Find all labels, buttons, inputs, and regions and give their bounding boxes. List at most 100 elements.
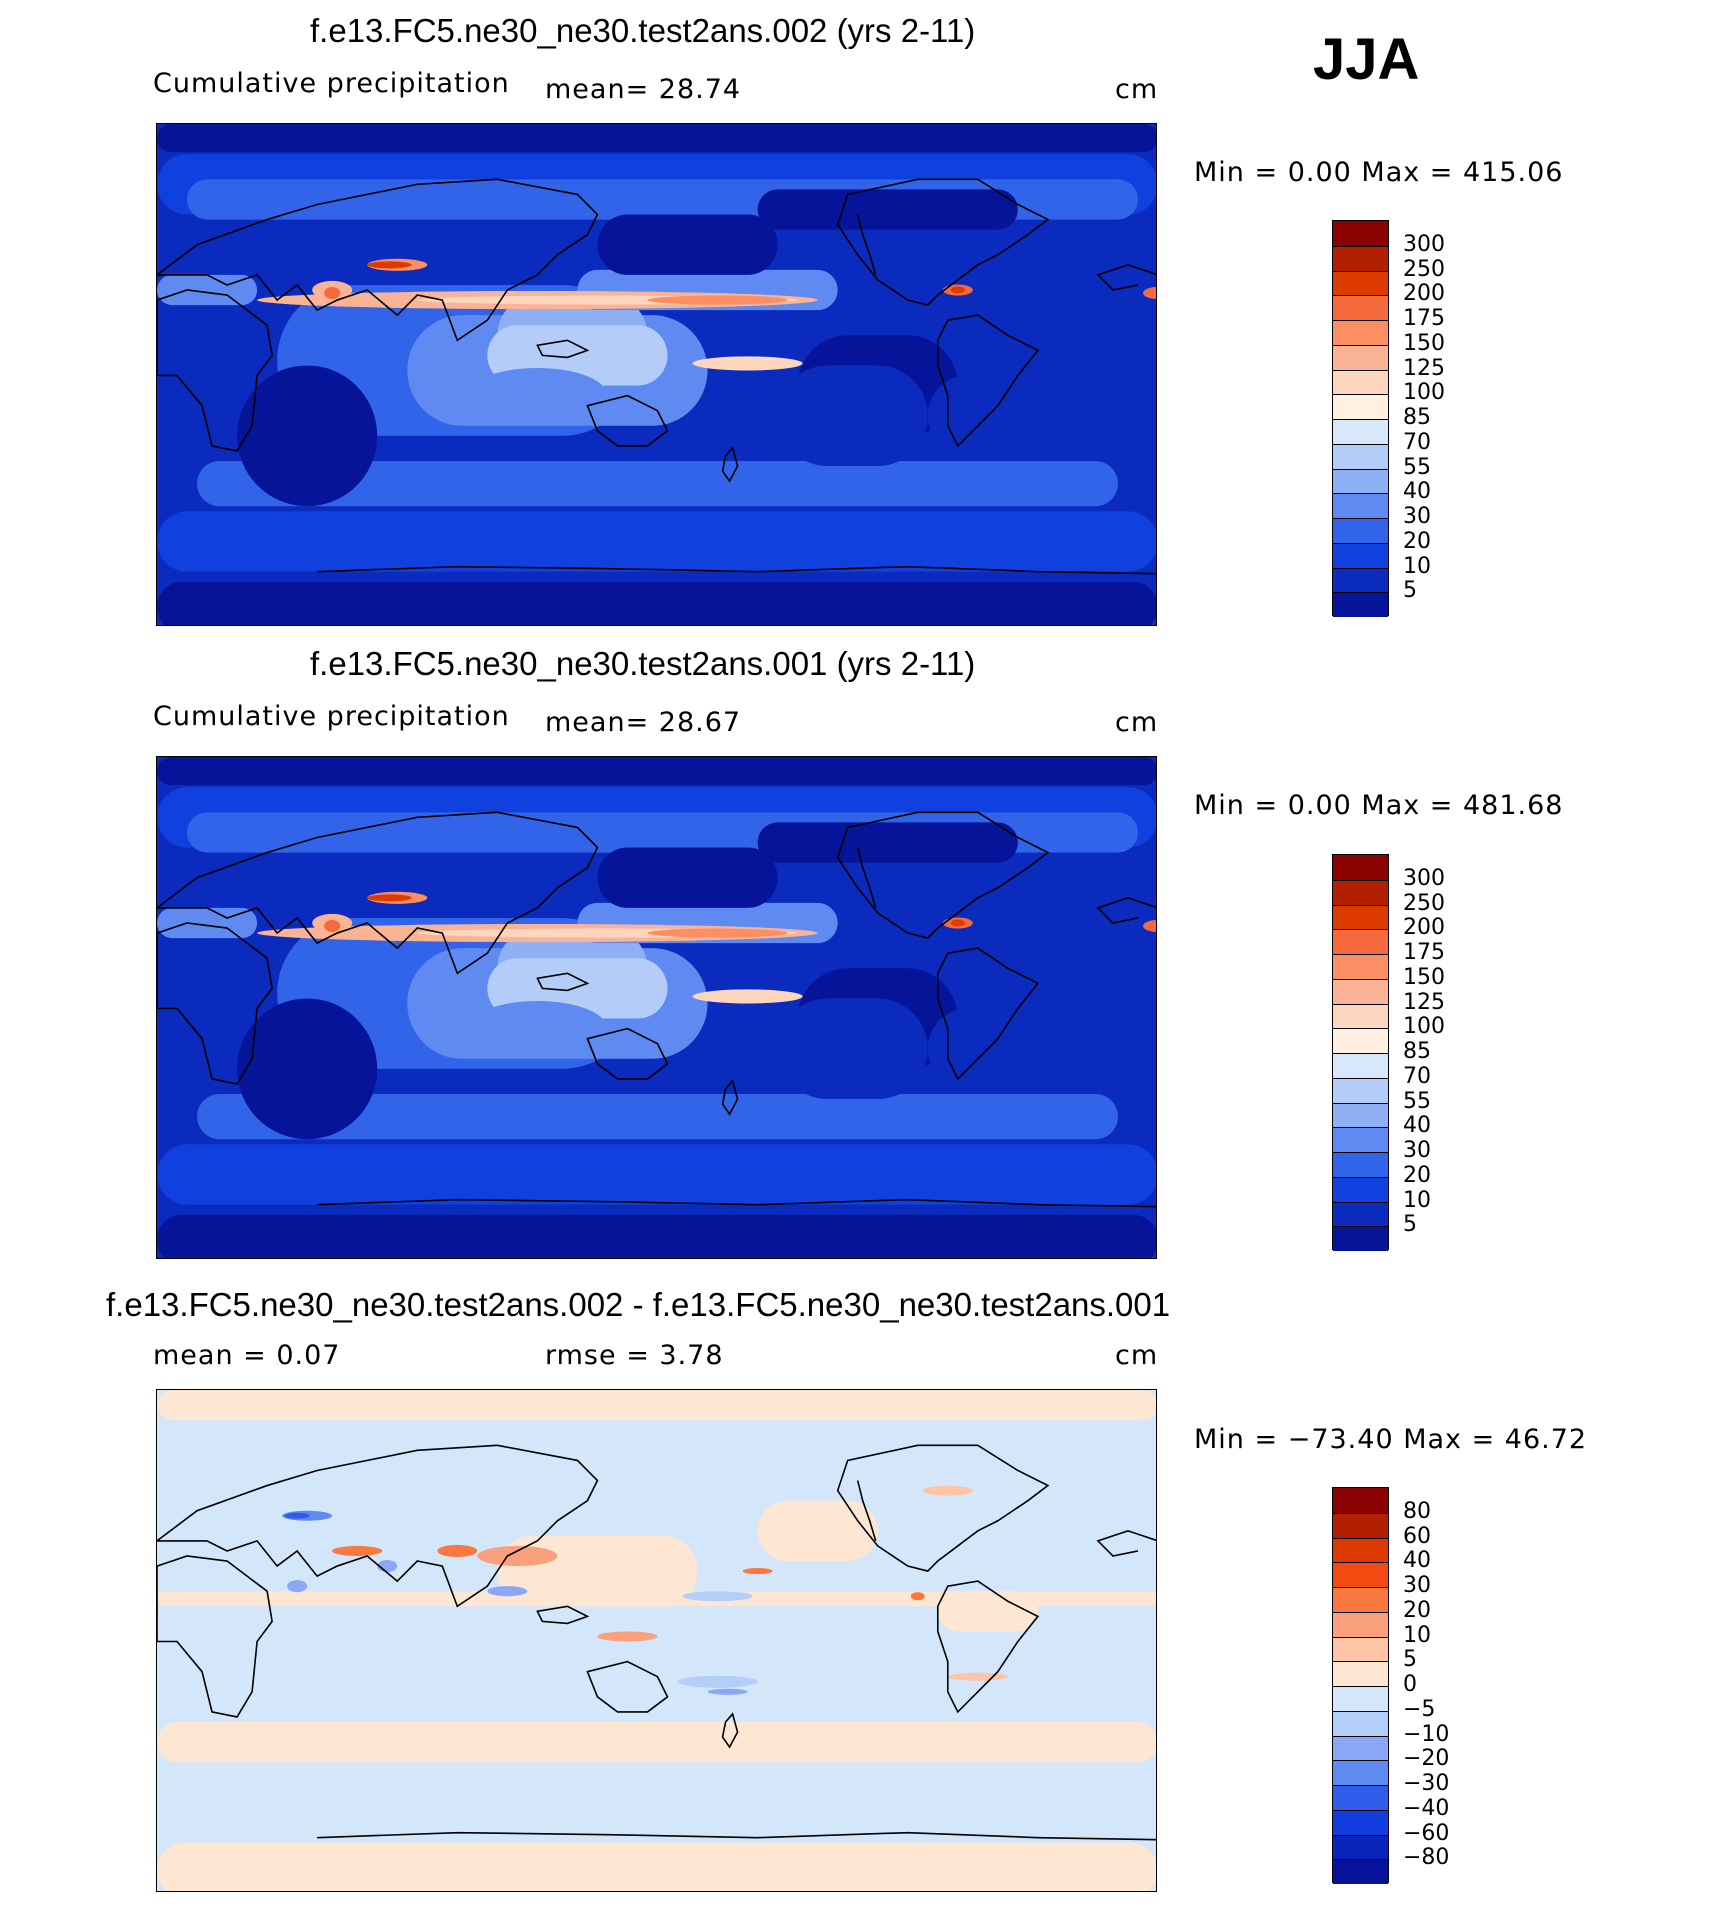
coastline [317,1831,1156,1841]
colorbar-swatch [1333,320,1388,345]
colorbar-tick-label: 200 [1403,281,1445,307]
precip-feature [1142,920,1156,932]
colorbar-tick-label: 125 [1403,355,1445,381]
coastline [586,1027,669,1080]
panel-2-title: f.e13.FC5.ne30_ne30.test2ans.001 (yrs 2-… [310,645,976,682]
panel-2-variable-label: Cumulative precipitation [153,701,510,732]
panel-3-rmse-label: rmse = 3.78 [545,1340,724,1371]
precip-feature [287,1580,308,1593]
colorbar-swatch [1333,1809,1388,1835]
colorbar-swatch [1333,1053,1388,1078]
precip-region [157,511,1156,572]
precip-feature [366,261,412,269]
colorbar-tick-label: −30 [1403,1771,1450,1796]
colorbar-tick-label: −10 [1403,1721,1450,1747]
precip-region [777,998,928,1100]
colorbar-tick-label: 30 [1403,504,1431,529]
coastline [836,178,1050,306]
coastline [536,339,590,359]
precip-feature [692,989,803,1004]
coastline [721,1079,739,1116]
precip-feature [1142,287,1156,299]
precip-feature [324,919,341,933]
coastline [157,811,599,975]
coastline [856,847,877,909]
panel-3-map-field [157,1390,1156,1891]
colorbar-swatch [1333,1562,1388,1587]
colorbar-swatch [1333,1488,1388,1513]
colorbar-swatch [1333,1785,1388,1810]
panel-2-minmax: Min = 0.00 Max = 481.68 [1194,790,1564,821]
precip-feature [467,1000,608,1057]
colorbar-swatch [1333,221,1388,246]
colorbar-swatch [1333,295,1388,320]
precip-feature [677,1675,758,1688]
colorbar-tick-label: 10 [1403,1622,1431,1648]
coastline [836,1444,1050,1572]
colorbar-tick-label: 200 [1403,915,1445,941]
precip-region [237,998,378,1140]
precip-feature [324,286,341,300]
precip-region [157,1390,1156,1421]
coastline [836,811,1050,939]
coastline [536,1605,590,1625]
panel-3-colorbar [1332,1487,1389,1884]
colorbar-swatch [1333,1611,1388,1637]
colorbar-swatch [1333,1735,1388,1761]
colorbar-tick-label: 40 [1403,1548,1431,1574]
precip-feature [477,1545,558,1567]
panel-2-units: cm [1115,707,1159,738]
coastline [317,1198,1156,1208]
colorbar-swatch [1333,270,1388,296]
panel-1-map-field [157,124,1156,625]
colorbar-swatch [1333,542,1388,568]
colorbar-swatch [1333,369,1388,395]
colorbar-tick-label: 250 [1403,890,1445,916]
panel-1-map [156,123,1157,626]
coastline [157,1555,273,1718]
colorbar-tick-label: 20 [1403,528,1431,554]
precip-feature [910,1592,925,1601]
panel-1-colorbar [1332,220,1389,617]
colorbar-swatch [1333,1710,1388,1736]
coastline [586,1660,669,1713]
colorbar-tick-label: 10 [1403,1187,1431,1213]
colorbar-swatch [1333,493,1388,518]
precip-feature [682,1591,753,1602]
colorbar-tick-label: 10 [1403,553,1431,579]
colorbar-swatch [1333,394,1388,419]
colorbar-tick-label: 300 [1403,865,1445,891]
panel-1-title: f.e13.FC5.ne30_ne30.test2ans.002 (yrs 2-… [310,12,976,49]
colorbar-swatch [1333,1102,1388,1128]
coastline [856,214,877,276]
precip-feature [467,367,608,424]
panel-2-map-field [157,757,1156,1258]
coastline [1096,1529,1156,1557]
colorbar-swatch [1333,1028,1388,1053]
colorbar-tick-label: −5 [1403,1696,1436,1722]
colorbar-tick-label: 85 [1403,405,1431,430]
colorbar-tick-label: 55 [1403,454,1431,480]
map-background [157,1390,1156,1891]
colorbar-tick-label: 175 [1403,940,1445,965]
panel-2-mean-label: mean= 28.67 [545,707,742,738]
colorbar-tick-label: −80 [1403,1845,1450,1871]
precip-feature [950,919,965,927]
colorbar-tick-label: 70 [1403,429,1431,455]
colorbar-swatch [1333,1226,1388,1251]
precip-region [597,847,778,908]
panel-3-mean-label: mean = 0.07 [153,1340,341,1371]
colorbar-swatch [1333,1661,1388,1686]
colorbar-swatch [1333,1636,1388,1662]
precip-region [157,1214,1156,1258]
colorbar-swatch [1333,1859,1388,1884]
panel-1-mean-label: mean= 28.74 [545,74,742,105]
colorbar-tick-label: 100 [1403,380,1445,406]
precip-feature [597,1631,658,1642]
panel-2-map [156,756,1157,1259]
precip-region [757,1500,878,1562]
colorbar-swatch [1333,855,1388,880]
colorbar-swatch [1333,344,1388,370]
precip-feature [692,356,803,371]
colorbar-tick-label: 175 [1403,306,1445,331]
